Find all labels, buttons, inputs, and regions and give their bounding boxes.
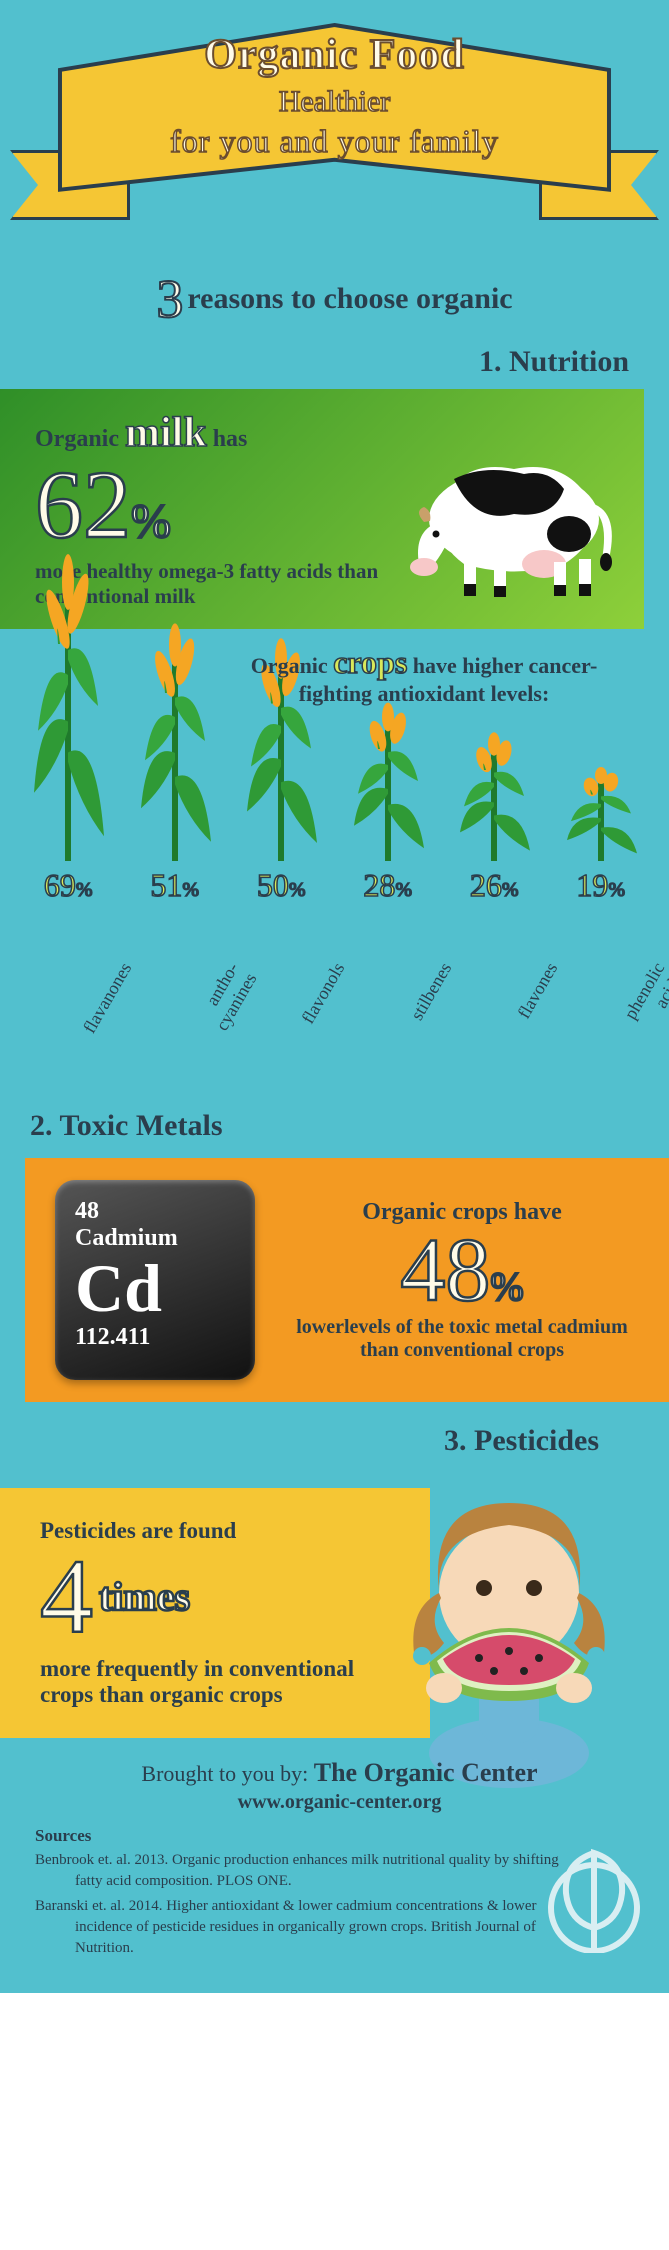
crop-bar: 51% antho-cyanines [125,621,225,999]
leaf-logo-icon [544,1833,644,1953]
crop-pct: 28% [363,867,412,904]
title-banner: Organic Food Healthier for you and your … [0,0,669,260]
toxic-desc: lowerlevels of the toxic metal cadmium t… [285,1316,639,1362]
cadmium-tile: 48 Cadmium Cd 112.411 [55,1180,255,1380]
corn-plant-icon [561,766,641,861]
crop-pct: 19% [576,867,625,904]
footer: Brought to you by: The Organic Center ww… [0,1758,669,1973]
milk-value: 62 [35,451,131,558]
cow-icon [394,419,624,599]
title-line1: Organic Food [65,31,604,79]
infographic-page: Organic Food Healthier for you and your … [0,0,669,1993]
milk-pct-sign: % [131,495,171,548]
crops-head-pre: Organic [251,653,328,678]
crop-bar: 28% stilbenes [338,701,438,999]
pest-line1: Pesticides are found [40,1518,400,1544]
milk-pre: Organic [35,426,119,452]
brought-pre: Brought to you by: [141,1761,308,1786]
milk-post: has [213,426,248,452]
corn-plant-icon [454,731,534,861]
crops-head-word: crops [333,644,407,680]
toxic-panel: 48 Cadmium Cd 112.411 Organic crops have… [25,1158,669,1402]
corn-plant-icon [348,701,428,861]
crop-pct: 51% [150,867,199,904]
website-url: www.organic-center.org [35,1791,644,1814]
crops-heading: Organic crops have higher cancer-fightin… [224,644,624,707]
section2-heading: 2. Toxic Metals [0,1109,669,1143]
crop-pct: 69% [44,867,93,904]
cd-atomic-number: 48 [75,1198,235,1225]
crop-pct: 50% [257,867,306,904]
subtitle-text: reasons to choose organic [187,282,512,315]
brought-name: The Organic Center [314,1758,538,1787]
milk-word: milk [125,410,207,456]
title-line2: Healthier [65,85,604,119]
corn-plant-icon [135,621,215,861]
pesticide-section: Pesticides are found 4 times more freque… [0,1488,639,1738]
pest-times: times [99,1577,190,1617]
crops-section: Organic crops have higher cancer-fightin… [15,629,654,1079]
pest-value: 4 [40,1544,93,1650]
toxic-pct-sign: % [490,1264,523,1309]
corn-plant-icon [28,551,108,861]
cd-element-name: Cadmium [75,1225,235,1252]
toxic-value: 48 [400,1221,490,1320]
section3-heading: 3. Pesticides [0,1424,669,1458]
crop-bar: 69% flavanones [18,551,118,999]
title-line3: for you and your family [65,123,604,160]
crop-bar: 19% phenolicacids [551,766,651,999]
cd-symbol: Cd [75,1254,235,1322]
source-2: Baranski et. al. 2014. Higher antioxidan… [35,1896,565,1959]
girl-watermelon-icon [369,1463,649,1793]
crop-pct: 26% [470,867,519,904]
subtitle-number: 3 [156,269,183,329]
cd-mass: 112.411 [75,1324,235,1351]
source-1: Benbrook et. al. 2013. Organic productio… [35,1850,565,1892]
crop-bar: 26% flavones [444,731,544,999]
brought-by: Brought to you by: The Organic Center [35,1758,644,1788]
pest-desc: more frequently in conventional crops th… [40,1656,400,1708]
pesticide-panel: Pesticides are found 4 times more freque… [0,1488,430,1738]
subtitle: 3 reasons to choose organic [0,268,669,330]
section1-heading: 1. Nutrition [0,345,669,379]
